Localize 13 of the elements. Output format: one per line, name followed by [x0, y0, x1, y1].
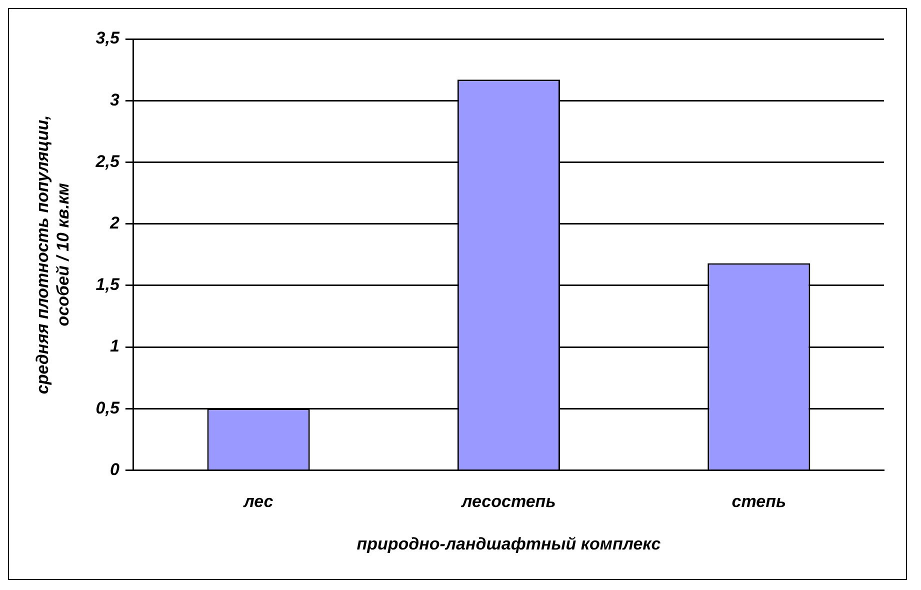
- x-tick-label: лесостепь: [460, 492, 556, 512]
- y-tick-label: 0: [110, 460, 120, 479]
- y-tick-label: 2,5: [94, 152, 120, 171]
- y-tick-label: 2: [108, 213, 120, 232]
- y-tick-label: 3: [110, 90, 120, 110]
- y-tick-label: 1: [110, 336, 120, 356]
- y-tick-label: 1,5: [96, 275, 120, 294]
- y-tick-label: 3,5: [96, 28, 120, 48]
- y-axis-title: средняя плотность популяции, особей / 10 кв.км: [32, 115, 72, 394]
- x-axis-title: природно-ландшафтный комплекс: [356, 534, 662, 554]
- x-tick-label: лес: [242, 492, 274, 512]
- x-tick-label: степь: [732, 492, 786, 512]
- y-tick-label: 0,5: [96, 398, 120, 418]
